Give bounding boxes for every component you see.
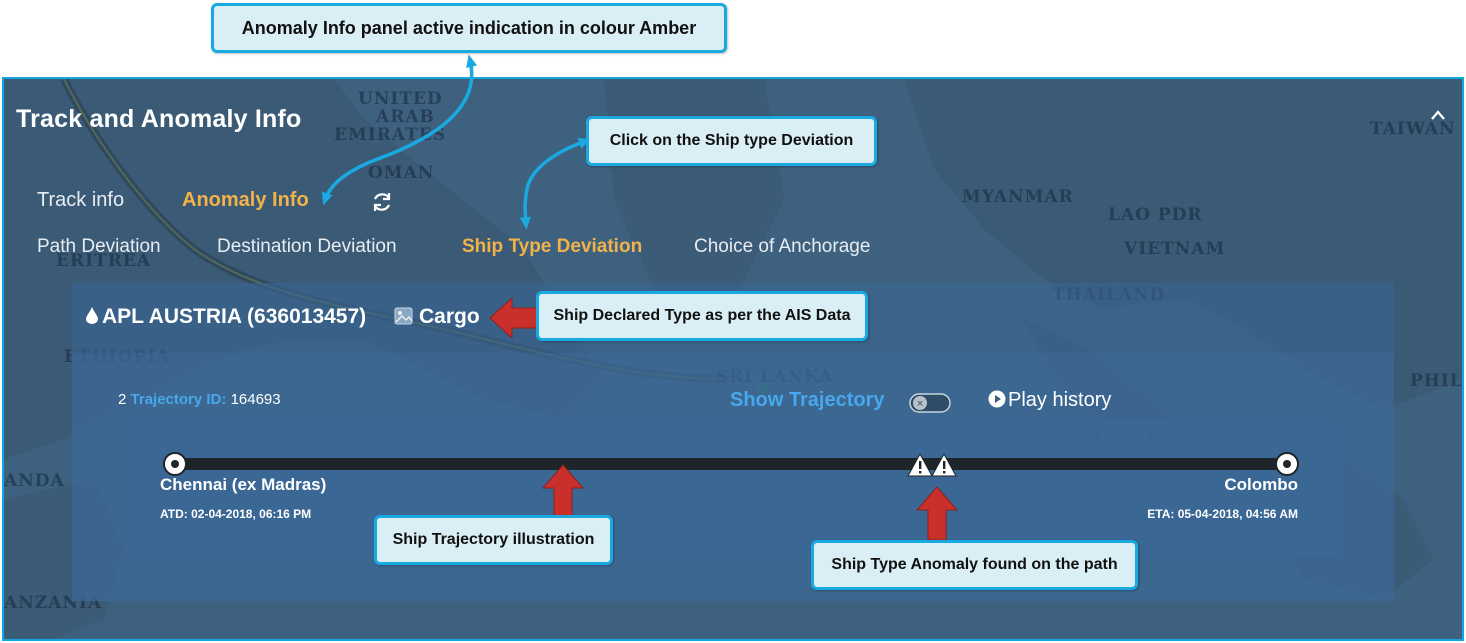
origin-port-icon[interactable] (162, 451, 188, 477)
track-anomaly-panel: UNITED ARAB EMIRATES OMAN ERITREA ETHIOP… (2, 77, 1464, 641)
trajectory-panel (128, 421, 1338, 557)
subtab-destination-deviation[interactable]: Destination Deviation (217, 236, 397, 257)
map-label: VIETNAM (1124, 239, 1226, 259)
image-icon (394, 307, 413, 325)
map-label: ERITREA (56, 251, 151, 271)
vessel-name-text: APL AUSTRIA (636013457) (102, 305, 367, 328)
subtab-ship-type-deviation[interactable]: Ship Type Deviation (462, 236, 643, 257)
vessel-marker-icon (86, 307, 98, 324)
origin-departure-time: ATD: 02-04-2018, 06:16 PM (160, 507, 312, 521)
destination-arrival-time: ETA: 05-04-2018, 04:56 AM (1147, 507, 1298, 521)
callout-declared-type: Ship Declared Type as per the AIS Data (536, 291, 868, 341)
destination-port-icon[interactable] (1274, 451, 1300, 477)
svg-text:✕: ✕ (916, 400, 924, 410)
callout-anomaly-panel: Anomaly Info panel active indication in … (211, 3, 727, 53)
trajectory-bar (174, 458, 1288, 470)
map-label: PHILI (1410, 371, 1463, 391)
trajectory-id-value: 164693 (230, 391, 281, 408)
subtab-choice-of-anchorage[interactable]: Choice of Anchorage (694, 236, 871, 257)
callout-trajectory-illustration: Ship Trajectory illustration (374, 515, 613, 565)
play-history-label: Play history (1008, 389, 1112, 411)
map-label: OMAN (368, 163, 435, 183)
chevron-up-icon[interactable] (1428, 107, 1448, 123)
vessel-name: APL AUSTRIA (636013457) (86, 305, 366, 329)
map-label: UNITED (358, 89, 443, 109)
panel-title: Track and Anomaly Info (16, 105, 302, 133)
trajectory-id-label: Trajectory ID: (130, 391, 227, 408)
trajectory-count: 2 (118, 391, 127, 408)
map-label: EMIRATES (334, 125, 447, 145)
trajectory-info: 2 Trajectory ID: 164693 (118, 391, 281, 408)
map-label: MYANMAR (962, 187, 1074, 207)
show-trajectory-label[interactable]: Show Trajectory (730, 389, 885, 411)
map-label: ANDA (4, 471, 65, 491)
callout-click-ship-type: Click on the Ship type Deviation (586, 116, 877, 166)
play-icon (988, 390, 1006, 408)
show-trajectory-toggle[interactable]: ✕ (909, 393, 951, 413)
tab-track-info[interactable]: Track info (37, 189, 125, 211)
origin-port-name: Chennai (ex Madras) (160, 475, 327, 494)
play-history-button[interactable]: Play history (988, 389, 1111, 412)
vessel-type-text: Cargo (419, 305, 480, 328)
map-label: ARAB (376, 107, 435, 127)
tab-anomaly-info[interactable]: Anomaly Info (182, 189, 309, 211)
destination-port-name: Colombo (1224, 475, 1298, 494)
subtab-path-deviation[interactable]: Path Deviation (37, 236, 161, 257)
vessel-declared-type: Cargo (394, 305, 480, 329)
callout-anomaly-found: Ship Type Anomaly found on the path (811, 540, 1138, 590)
refresh-icon[interactable] (370, 190, 394, 214)
map-label: LAO PDR (1108, 205, 1203, 225)
map-label: TAIWAN (1370, 119, 1456, 139)
warning-triangle-icon[interactable] (906, 452, 958, 478)
